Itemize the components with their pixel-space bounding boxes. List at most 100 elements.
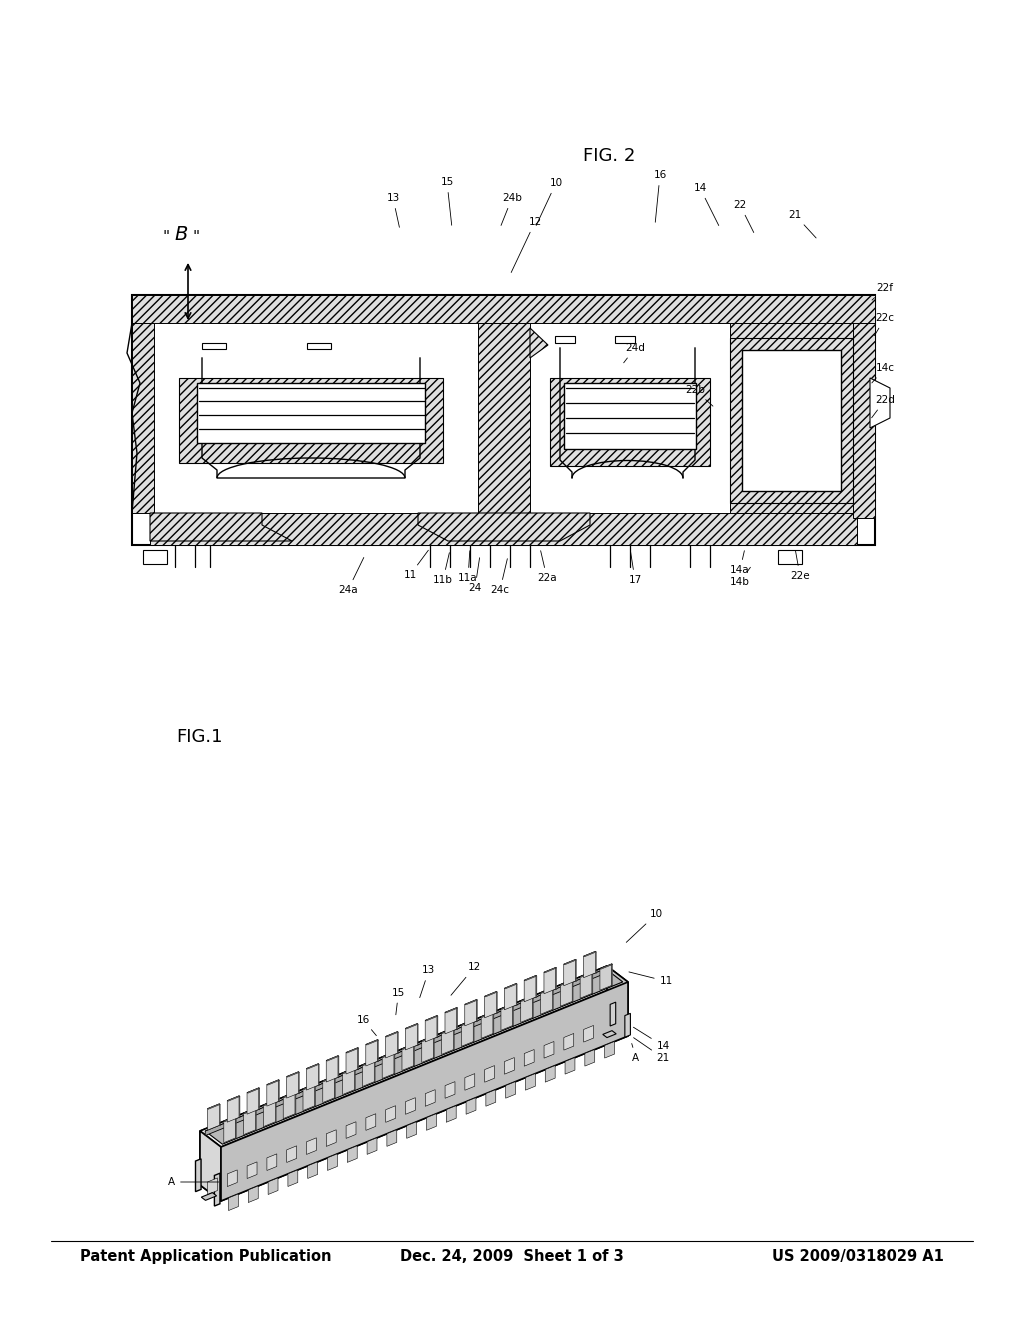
Polygon shape: [287, 1072, 299, 1098]
Bar: [742, 350, 841, 491]
Polygon shape: [200, 966, 628, 1147]
Polygon shape: [481, 1012, 494, 1018]
Polygon shape: [501, 1005, 513, 1031]
Text: 10: 10: [627, 909, 663, 942]
Polygon shape: [249, 1185, 258, 1203]
Polygon shape: [564, 1034, 573, 1051]
Polygon shape: [200, 1020, 628, 1201]
Polygon shape: [462, 1020, 474, 1026]
Polygon shape: [445, 1007, 457, 1034]
Bar: [478, 323, 530, 523]
Polygon shape: [306, 1064, 318, 1090]
Polygon shape: [327, 1130, 336, 1146]
Polygon shape: [870, 378, 890, 428]
Text: 22: 22: [733, 201, 754, 232]
Polygon shape: [202, 343, 226, 348]
Polygon shape: [267, 1154, 276, 1171]
Polygon shape: [247, 1162, 257, 1179]
Polygon shape: [505, 983, 517, 989]
Text: 15: 15: [440, 177, 454, 226]
Polygon shape: [544, 1041, 554, 1059]
Polygon shape: [346, 1048, 358, 1053]
Text: 21: 21: [634, 1038, 670, 1063]
Polygon shape: [307, 1162, 317, 1179]
Polygon shape: [284, 1092, 295, 1118]
Polygon shape: [346, 1122, 356, 1138]
Text: 14b: 14b: [730, 568, 751, 587]
Polygon shape: [584, 1026, 594, 1041]
Bar: [132, 294, 874, 545]
Polygon shape: [425, 1015, 437, 1041]
Polygon shape: [362, 1060, 374, 1086]
Text: 16: 16: [653, 170, 667, 222]
Polygon shape: [287, 1072, 299, 1077]
Polygon shape: [287, 1146, 297, 1163]
Polygon shape: [303, 1084, 315, 1089]
Bar: [730, 323, 857, 513]
Text: 24c: 24c: [490, 558, 510, 595]
Polygon shape: [343, 1068, 354, 1094]
Polygon shape: [347, 1146, 357, 1163]
Polygon shape: [425, 1015, 438, 1020]
Polygon shape: [555, 337, 575, 343]
Polygon shape: [306, 1064, 319, 1069]
Text: 24d: 24d: [624, 343, 645, 363]
Polygon shape: [560, 979, 573, 985]
Polygon shape: [615, 337, 635, 343]
Polygon shape: [485, 1089, 496, 1106]
Polygon shape: [343, 1068, 355, 1073]
Polygon shape: [600, 964, 612, 969]
Text: 11b: 11b: [433, 553, 453, 585]
Text: 16: 16: [356, 1015, 377, 1036]
Text: 22e: 22e: [791, 550, 810, 581]
Polygon shape: [263, 1100, 275, 1127]
Bar: [132, 323, 154, 513]
Bar: [132, 294, 874, 323]
Text: FIG. 2: FIG. 2: [583, 147, 636, 165]
Text: 14a: 14a: [730, 550, 750, 576]
Polygon shape: [422, 1036, 434, 1041]
Text: A: A: [632, 1044, 640, 1063]
Polygon shape: [327, 1056, 338, 1082]
Polygon shape: [303, 1084, 314, 1110]
Polygon shape: [328, 1154, 337, 1171]
Polygon shape: [581, 972, 592, 998]
Text: A: A: [168, 1177, 219, 1187]
Text: 22d: 22d: [871, 395, 895, 417]
Polygon shape: [205, 969, 623, 1144]
Polygon shape: [323, 1076, 335, 1102]
Polygon shape: [541, 987, 553, 994]
Polygon shape: [288, 1170, 298, 1187]
Bar: [778, 550, 802, 564]
Polygon shape: [584, 952, 596, 957]
Polygon shape: [465, 999, 477, 1005]
Polygon shape: [406, 1098, 416, 1114]
Polygon shape: [560, 979, 572, 1006]
Polygon shape: [366, 1040, 379, 1045]
Text: 24: 24: [468, 558, 481, 593]
Text: 13: 13: [386, 193, 399, 227]
Text: 14: 14: [693, 183, 719, 226]
Text: 11a: 11a: [458, 550, 478, 583]
Text: 10: 10: [537, 178, 562, 226]
Polygon shape: [323, 1076, 336, 1081]
Polygon shape: [544, 968, 557, 973]
Text: B: B: [174, 226, 187, 244]
Polygon shape: [422, 1036, 433, 1063]
Polygon shape: [625, 1014, 631, 1038]
Polygon shape: [406, 1023, 417, 1049]
Text: 22f: 22f: [872, 282, 894, 300]
Polygon shape: [465, 999, 476, 1026]
Polygon shape: [505, 983, 516, 1010]
Polygon shape: [196, 1159, 201, 1192]
Bar: [154, 323, 478, 513]
Polygon shape: [441, 1028, 455, 1034]
Bar: [730, 338, 853, 503]
Polygon shape: [224, 1117, 237, 1122]
Polygon shape: [366, 1040, 378, 1067]
Text: 22b: 22b: [685, 385, 713, 407]
Polygon shape: [366, 1114, 376, 1130]
Polygon shape: [227, 1096, 240, 1122]
Polygon shape: [306, 1138, 316, 1155]
Text: 12: 12: [511, 216, 542, 272]
